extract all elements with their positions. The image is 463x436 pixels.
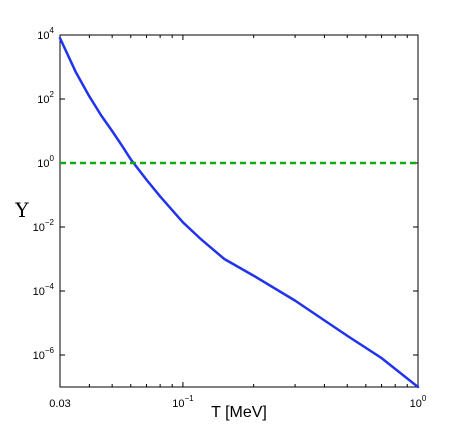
x-tick-label: 100 (410, 394, 427, 410)
ticks: 0.03 10−1 100 104 102 100 10−2 10−4 10−6 (33, 26, 427, 410)
y-tick-label: 102 (37, 90, 54, 106)
series-solid-line (58, 36, 420, 389)
y-tick-label: 10−6 (33, 346, 55, 362)
series-group (58, 36, 420, 389)
x-tick-label: 10−1 (172, 394, 194, 410)
y-tick-label: 10−4 (33, 282, 55, 298)
y-tick-label: 100 (37, 154, 54, 170)
y-axis-label: Υ (14, 198, 29, 222)
x-axis-label: T [MeV] (211, 404, 267, 421)
y-tick-label: 10−2 (33, 218, 55, 234)
plot-frame (59, 34, 419, 388)
y-tick-label: 104 (37, 26, 54, 42)
x-tick-label: 0.03 (49, 398, 70, 410)
